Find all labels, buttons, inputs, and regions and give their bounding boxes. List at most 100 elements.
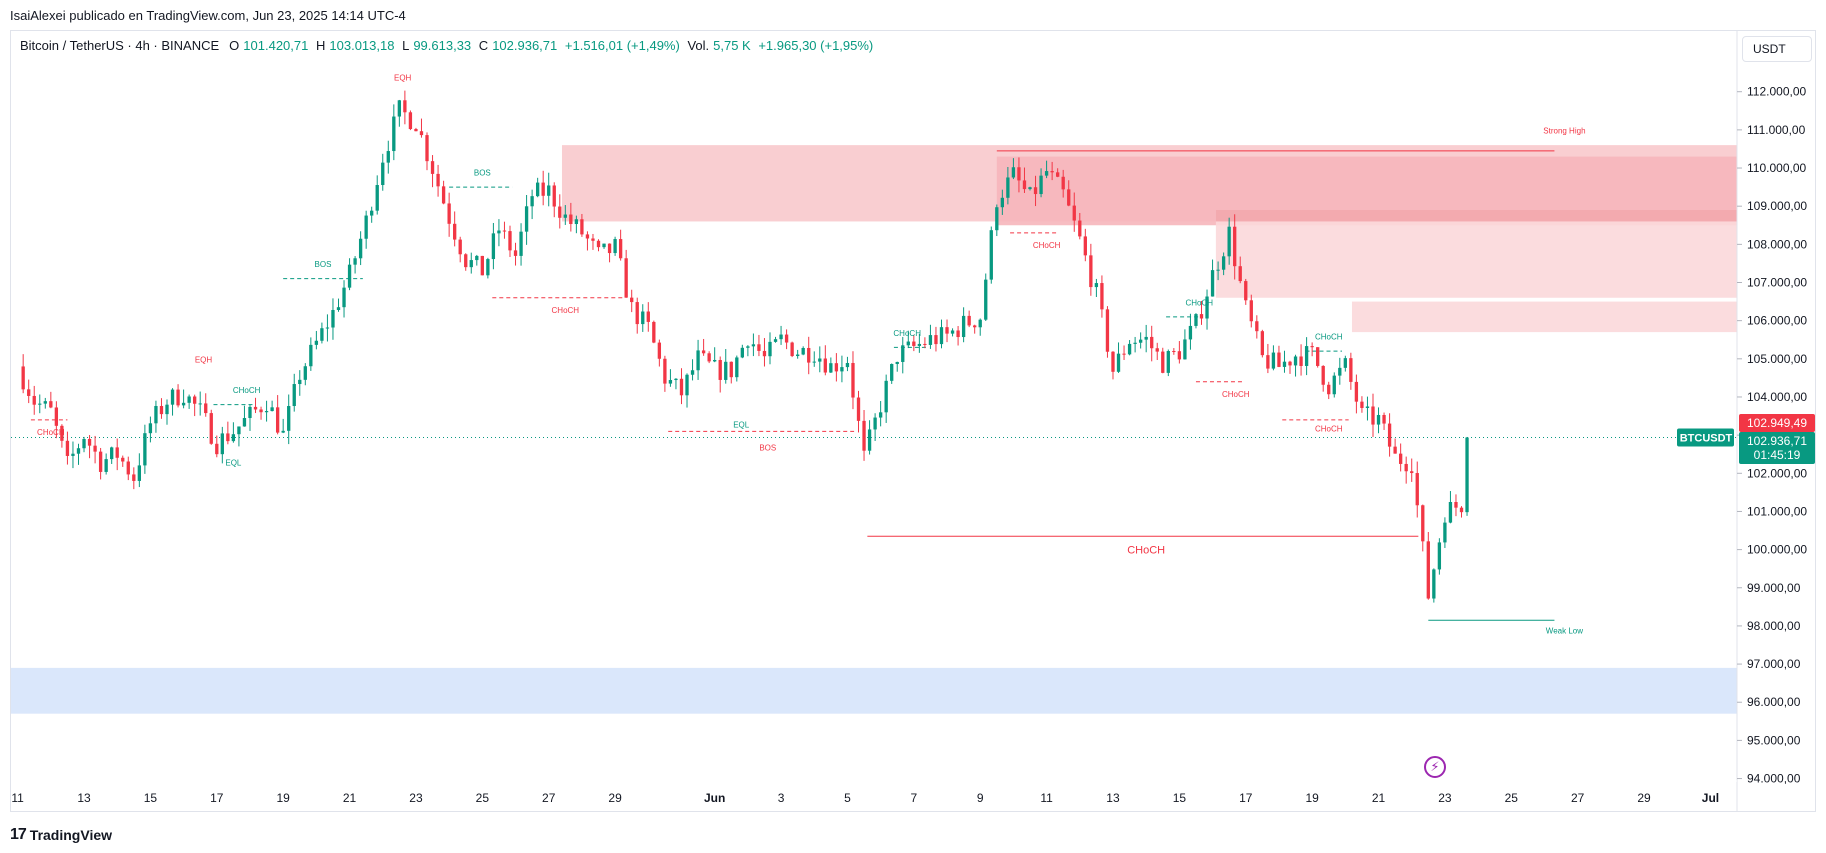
candle-body	[441, 186, 446, 204]
candle-body	[1249, 300, 1253, 322]
candle-body	[845, 362, 850, 368]
candle-body	[569, 214, 573, 225]
candle-body	[690, 370, 695, 375]
candle-body	[270, 407, 274, 412]
candle-body	[27, 389, 31, 396]
x-tick-label: 15	[1173, 791, 1187, 805]
candle-body	[973, 325, 977, 328]
change-value: +1.516,01 (+1,49%)	[564, 38, 680, 53]
candle-body	[1078, 220, 1082, 237]
candle-body	[453, 223, 457, 240]
x-tick-label: 29	[608, 791, 622, 805]
x-axis: 11 13 15 17 19 21 23 25 27 29 Jun 3 5 7 9 11 13 15 17 19 21 2…	[11, 791, 1719, 805]
candle-body	[1299, 356, 1303, 366]
candle-body	[469, 260, 473, 268]
candle-body	[1028, 187, 1032, 190]
candle-body	[668, 380, 673, 384]
candle-body	[38, 403, 42, 405]
currency-button[interactable]: USDT	[1742, 36, 1812, 62]
candle-body	[801, 347, 805, 355]
candle-body	[945, 327, 949, 334]
structure-annotation: CHoCH	[1186, 298, 1214, 307]
candle-body	[1039, 175, 1043, 195]
candle-body	[253, 406, 258, 410]
y-tick-label: 96.000,00	[1747, 695, 1801, 709]
candle-body	[1432, 569, 1436, 599]
grid-layer	[11, 31, 1738, 811]
candle-body	[978, 319, 982, 328]
last-price-tag	[1739, 432, 1815, 464]
candle-body	[170, 389, 175, 405]
candle-body	[215, 443, 219, 455]
candle-body	[1410, 471, 1414, 474]
candle-body	[630, 297, 634, 303]
candle-body	[956, 330, 960, 338]
candle-body	[364, 215, 368, 239]
candle-body	[1144, 336, 1148, 340]
candle-body	[425, 135, 429, 162]
candle-body	[464, 254, 468, 268]
symbol-name[interactable]: Bitcoin / TetherUS · 4h · BINANCE	[20, 38, 220, 53]
candle-body	[43, 401, 47, 404]
candle-body	[1393, 446, 1397, 454]
candle-body	[1321, 365, 1325, 385]
candle-body	[563, 214, 567, 218]
candle-body	[1199, 314, 1204, 319]
x-tick-label: 13	[77, 791, 91, 805]
candle-body	[226, 433, 230, 442]
candle-body	[607, 243, 612, 254]
candle-body	[1017, 167, 1021, 181]
candle-body	[762, 350, 767, 357]
candle-body	[1044, 171, 1049, 176]
candle-body	[1421, 505, 1425, 542]
candle-body	[54, 407, 59, 426]
candle-body	[231, 434, 236, 442]
candle-body	[895, 361, 899, 365]
candle-body	[901, 345, 905, 362]
candle-body	[1360, 401, 1364, 408]
candle-body	[862, 420, 866, 451]
candle-body	[76, 448, 81, 454]
candle-body	[602, 243, 606, 248]
lightning-icon[interactable]: ⚡	[1424, 756, 1446, 778]
candle-body	[1011, 167, 1016, 178]
candle-body	[21, 366, 25, 390]
footer-logo[interactable]: 17 TradingView	[10, 826, 112, 844]
candle-body	[193, 396, 197, 404]
candle-body	[513, 250, 518, 256]
candle-body	[867, 429, 872, 451]
candle-body	[1465, 437, 1469, 513]
candle-body	[1304, 346, 1309, 366]
candle-body	[287, 406, 291, 431]
candle-body	[856, 397, 861, 421]
y-tick-label: 101.000,00	[1747, 504, 1807, 518]
structure-annotation: CHoCH	[1222, 390, 1250, 399]
candle-body	[1343, 358, 1347, 368]
y-tick-label: 105.000,00	[1747, 352, 1807, 366]
candle-body	[1349, 358, 1353, 382]
x-tick-label: 25	[1505, 791, 1519, 805]
y-tick-label: 107.000,00	[1747, 276, 1807, 290]
candle-body	[386, 151, 390, 163]
candle-body	[834, 363, 839, 372]
bid-price-text: 102.949,49	[1747, 416, 1807, 430]
candle-body	[934, 335, 938, 345]
candle-body	[1050, 171, 1054, 173]
candle-body	[292, 384, 296, 407]
x-tick-label: 21	[1372, 791, 1386, 805]
candle-body	[447, 203, 451, 224]
candle-body	[917, 343, 922, 346]
candle-body	[779, 334, 783, 340]
structure-annotation: Weak Low	[1546, 627, 1583, 636]
candle-body	[331, 309, 335, 328]
candle-body	[1426, 541, 1430, 599]
candle-body	[370, 210, 374, 216]
candle-body	[746, 346, 750, 348]
candle-body	[1033, 187, 1038, 195]
candle-body	[204, 403, 208, 414]
candle-body	[773, 339, 778, 342]
candle-body	[1255, 321, 1259, 332]
low-label: L	[402, 38, 410, 53]
candle-body	[381, 162, 385, 186]
